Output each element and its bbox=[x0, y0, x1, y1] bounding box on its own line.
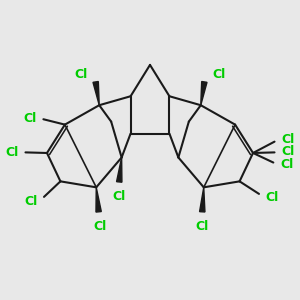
Polygon shape bbox=[200, 187, 205, 212]
Text: Cl: Cl bbox=[280, 158, 294, 171]
Polygon shape bbox=[201, 82, 207, 105]
Text: Cl: Cl bbox=[93, 220, 106, 232]
Text: Cl: Cl bbox=[266, 191, 279, 204]
Text: Cl: Cl bbox=[75, 68, 88, 81]
Text: Cl: Cl bbox=[281, 145, 295, 158]
Polygon shape bbox=[93, 82, 99, 105]
Text: Cl: Cl bbox=[25, 195, 38, 208]
Text: Cl: Cl bbox=[281, 133, 295, 146]
Text: Cl: Cl bbox=[196, 220, 209, 232]
Text: Cl: Cl bbox=[5, 146, 19, 159]
Polygon shape bbox=[117, 158, 122, 182]
Text: Cl: Cl bbox=[112, 190, 126, 203]
Polygon shape bbox=[96, 187, 101, 212]
Text: Cl: Cl bbox=[212, 68, 225, 81]
Text: Cl: Cl bbox=[23, 112, 37, 124]
